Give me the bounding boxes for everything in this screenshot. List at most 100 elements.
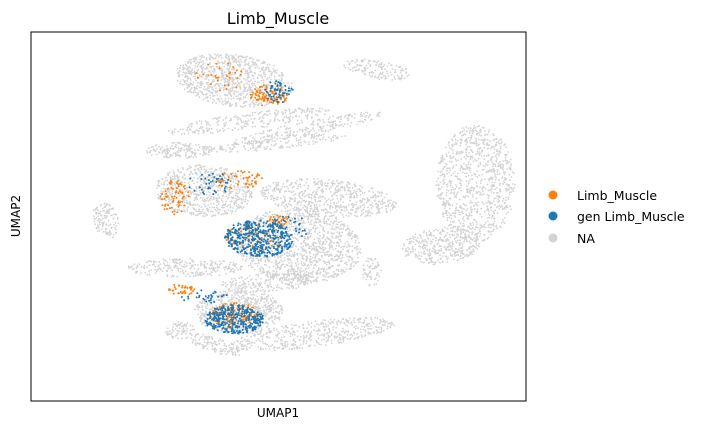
scatter-point <box>244 120 247 122</box>
scatter-point <box>218 62 221 64</box>
scatter-point <box>271 72 273 74</box>
scatter-point <box>481 194 483 196</box>
scatter-point <box>492 192 495 194</box>
scatter-point <box>369 63 372 66</box>
scatter-point <box>465 195 467 197</box>
scatter-point <box>343 205 345 208</box>
scatter-point <box>470 224 472 227</box>
scatter-point <box>454 170 456 173</box>
scatter-point <box>314 249 317 252</box>
scatter-point <box>461 207 464 210</box>
scatter-point <box>445 211 448 214</box>
scatter-point <box>445 189 448 191</box>
scatter-point <box>300 190 303 193</box>
scatter-point <box>450 160 453 163</box>
scatter-point <box>176 153 179 156</box>
scatter-point <box>345 214 348 217</box>
scatter-point <box>486 142 489 145</box>
scatter-point <box>447 189 450 192</box>
scatter-point <box>294 197 297 200</box>
scatter-point <box>381 200 384 203</box>
scatter-point <box>236 184 239 187</box>
scatter-point <box>295 245 297 248</box>
scatter-point <box>250 79 252 81</box>
scatter-point <box>445 234 447 237</box>
scatter-point <box>475 182 478 184</box>
scatter-point <box>213 75 215 78</box>
scatter-point <box>316 141 318 144</box>
scatter-point <box>197 144 200 146</box>
scatter-point <box>361 120 364 122</box>
scatter-point <box>379 71 382 74</box>
scatter-point <box>353 117 356 119</box>
scatter-point <box>471 132 474 135</box>
scatter-point <box>455 160 458 162</box>
scatter-point <box>355 201 358 204</box>
scatter-point <box>307 185 310 188</box>
scatter-point <box>242 189 244 192</box>
scatter-point <box>220 76 223 78</box>
scatter-point <box>171 192 173 195</box>
scatter-point <box>495 157 498 160</box>
scatter-point <box>499 161 501 163</box>
scatter-point <box>254 149 257 152</box>
scatter-point <box>255 63 258 66</box>
scatter-point <box>276 113 278 116</box>
scatter-point <box>276 138 278 141</box>
scatter-point <box>448 181 451 184</box>
scatter-point <box>164 187 167 190</box>
scatter-point <box>240 125 243 128</box>
scatter-point <box>233 93 236 96</box>
scatter-point <box>221 84 224 87</box>
scatter-point <box>296 119 299 122</box>
scatter-point <box>451 139 454 142</box>
scatter-point <box>236 80 239 83</box>
scatter-point <box>372 195 375 198</box>
scatter-point <box>215 210 218 212</box>
scatter-point <box>184 63 187 66</box>
scatter-point <box>325 201 328 204</box>
scatter-point <box>465 143 467 146</box>
scatter-point <box>317 129 320 131</box>
scatter-point <box>448 212 450 214</box>
scatter-point <box>182 71 185 74</box>
scatter-point <box>235 122 238 125</box>
scatter-point <box>190 213 193 216</box>
scatter-point <box>288 117 291 120</box>
scatter-point <box>274 143 276 146</box>
scatter-point <box>320 129 323 132</box>
scatter-point <box>242 90 245 93</box>
scatter-point <box>214 169 217 172</box>
scatter-point <box>235 90 238 93</box>
scatter-point <box>198 61 201 63</box>
scatter-point <box>243 125 246 128</box>
scatter-point <box>173 141 176 144</box>
scatter-point <box>179 80 182 83</box>
scatter-point <box>200 122 203 125</box>
scatter-point <box>494 175 497 178</box>
scatter-point <box>240 198 243 200</box>
scatter-point <box>318 107 321 110</box>
scatter-point <box>314 141 316 144</box>
scatter-point <box>308 132 311 135</box>
scatter-point <box>183 67 186 70</box>
scatter-point <box>469 155 472 158</box>
scatter-point <box>240 120 243 122</box>
scatter-point <box>478 134 481 136</box>
scatter-point <box>469 139 471 142</box>
scatter-point <box>504 156 507 159</box>
scatter-point <box>333 211 336 214</box>
scatter-point <box>495 141 498 144</box>
scatter-point <box>329 128 332 131</box>
scatter-point <box>311 212 314 215</box>
scatter-point <box>487 144 489 146</box>
scatter-point <box>154 150 157 153</box>
scatter-point <box>468 231 471 234</box>
scatter-point <box>470 149 472 152</box>
scatter-point <box>247 141 249 144</box>
scatter-point <box>188 58 191 61</box>
scatter-point <box>490 191 493 193</box>
scatter-point <box>333 202 336 205</box>
scatter-point <box>254 125 257 128</box>
scatter-point <box>442 183 445 185</box>
